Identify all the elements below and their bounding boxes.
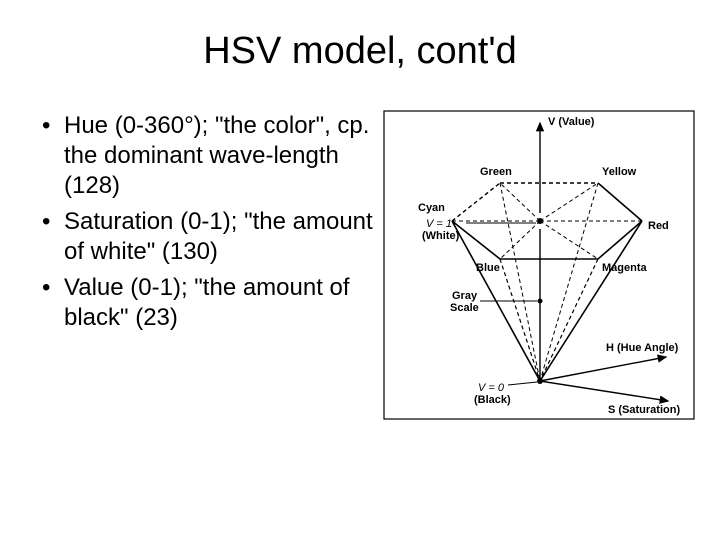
hex-edge [598, 183, 642, 221]
hue-arrow [540, 357, 666, 381]
slide-body: Hue (0-360°); "the color", cp. the domin… [40, 111, 680, 451]
hex-spokes [452, 183, 642, 259]
bullet-list: Hue (0-360°); "the color", cp. the domin… [40, 111, 380, 339]
white-label-2: (White) [422, 230, 460, 242]
cyan-label: Cyan [418, 202, 445, 214]
hexcone-svg: V (Value) Green Yellow Cyan Red Blue Mag… [370, 101, 710, 431]
bullet-item: Saturation (0-1); "the amount of white" … [40, 207, 380, 267]
gray-dot [538, 299, 543, 304]
yellow-label: Yellow [602, 166, 637, 178]
slide: HSV model, cont'd Hue (0-360°); "the col… [0, 0, 720, 540]
saturation-arrow [540, 381, 668, 401]
bullet-item: Value (0-1); "the amount of black" (23) [40, 273, 380, 333]
slide-title: HSV model, cont'd [40, 30, 680, 73]
v-axis-label: V (Value) [548, 116, 595, 128]
hue-label: H (Hue Angle) [606, 342, 679, 354]
cone-mid-edges [500, 259, 598, 381]
gray-label-2: Scale [450, 302, 479, 314]
blue-label: Blue [476, 262, 500, 274]
hsv-hexcone-figure: V (Value) Green Yellow Cyan Red Blue Mag… [380, 111, 680, 451]
cone-back-edges [500, 183, 598, 381]
sat-label: S (Saturation) [608, 404, 680, 416]
hex-edge [452, 183, 500, 221]
figure-frame [384, 111, 694, 419]
black-label-2: (Black) [474, 394, 511, 406]
black-label-1: V = 0 [478, 382, 505, 394]
bullet-item: Hue (0-360°); "the color", cp. the domin… [40, 111, 380, 201]
white-label-1: V = 1 [426, 218, 452, 230]
green-label: Green [480, 166, 512, 178]
red-label: Red [648, 220, 669, 232]
magenta-label: Magenta [602, 262, 648, 274]
gray-label-1: Gray [452, 290, 478, 302]
black-leader [508, 382, 537, 385]
hex-edge [598, 221, 642, 259]
white-point-dot [537, 218, 543, 224]
